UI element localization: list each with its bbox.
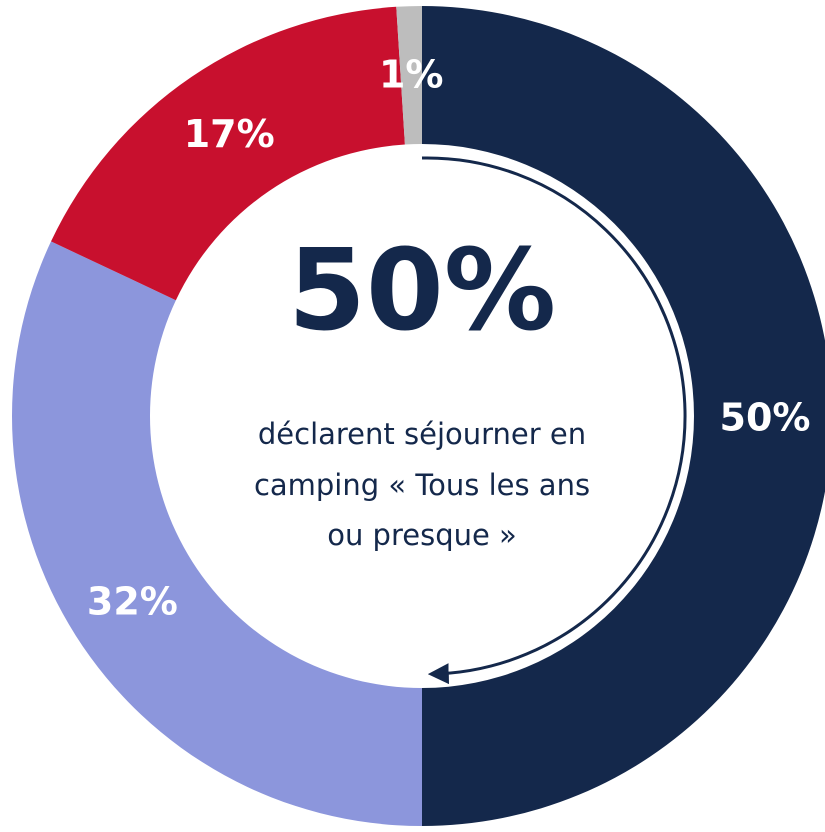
slice <box>51 6 405 301</box>
center-label: 50% <box>288 226 556 356</box>
center-text: déclarent séjourner en <box>258 417 586 451</box>
value-label: 50% <box>720 396 811 440</box>
arrow <box>421 156 687 685</box>
value-label: 1% <box>379 53 444 97</box>
value-label: 17% <box>184 112 275 156</box>
slice <box>422 6 825 826</box>
center-text: ou presque » <box>327 518 517 552</box>
slice <box>12 241 423 827</box>
slice <box>396 6 422 145</box>
value-label: 32% <box>87 579 178 623</box>
slices <box>12 6 825 827</box>
center-text: camping « Tous les ans <box>254 468 590 502</box>
